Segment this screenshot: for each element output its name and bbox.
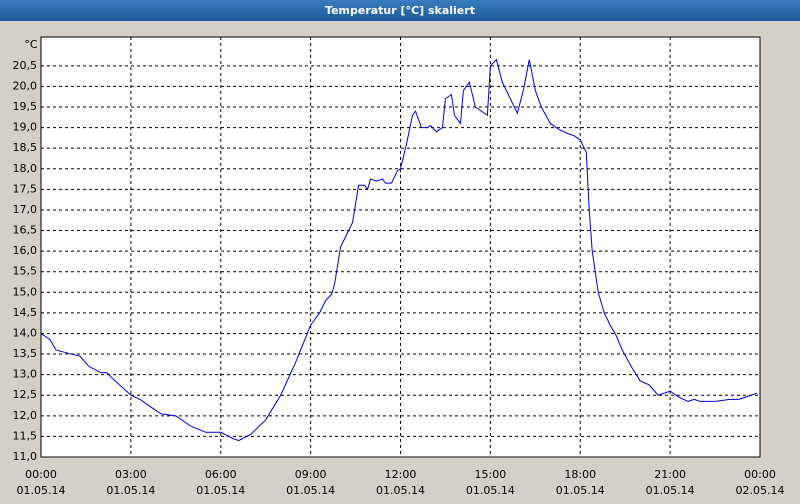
y-tick-label: 14,5 — [13, 306, 38, 319]
x-tick-label: 09:00 — [295, 468, 327, 481]
y-tick-label: 19,0 — [13, 121, 38, 134]
y-tick-label: 17,5 — [13, 182, 38, 195]
y-tick-label: 14,0 — [13, 326, 38, 339]
y-tick-label: 15,5 — [13, 265, 38, 278]
x-tick-date: 01.05.14 — [466, 484, 515, 497]
y-tick-label: 19,5 — [13, 100, 38, 113]
y-tick-label: 18,0 — [13, 162, 38, 175]
y-tick-label: 11,5 — [13, 429, 38, 442]
x-tick-date: 01.05.14 — [106, 484, 155, 497]
y-tick-label: 12,5 — [13, 388, 38, 401]
plot-frame — [40, 36, 761, 458]
y-tick-label: 16,0 — [13, 244, 38, 257]
y-tick-label: 18,5 — [13, 141, 38, 154]
x-tick-date: 01.05.14 — [376, 484, 425, 497]
y-tick-label: 15,0 — [13, 285, 38, 298]
x-tick-date: 01.05.14 — [286, 484, 335, 497]
y-tick-label: 11,0 — [13, 450, 38, 463]
x-tick-date: 02.05.14 — [736, 484, 785, 497]
x-tick-label: 00:00 — [25, 468, 57, 481]
y-unit: °C — [24, 38, 38, 51]
x-tick-label: 15:00 — [475, 468, 507, 481]
x-tick-label: 18:00 — [564, 468, 596, 481]
x-tick-label: 06:00 — [205, 468, 237, 481]
y-tick-label: 20,0 — [13, 79, 38, 92]
y-tick-label: 20,5 — [13, 59, 38, 72]
x-tick-label: 21:00 — [654, 468, 686, 481]
x-tick-date: 01.05.14 — [196, 484, 245, 497]
y-tick-label: 12,0 — [13, 409, 38, 422]
title-bar — [0, 0, 800, 21]
x-tick-date: 01.05.14 — [556, 484, 605, 497]
y-tick-label: 13,5 — [13, 347, 38, 360]
x-tick-label: 12:00 — [385, 468, 417, 481]
x-tick-label: 00:00 — [744, 468, 776, 481]
chart-title: Temperatur [°C] skaliert — [325, 4, 475, 17]
x-tick-date: 01.05.14 — [17, 484, 66, 497]
x-tick-label: 03:00 — [115, 468, 147, 481]
temperature-line — [40, 58, 758, 442]
y-tick-label: 13,0 — [13, 368, 38, 381]
x-tick-date: 01.05.14 — [646, 484, 695, 497]
y-tick-label: 17,0 — [13, 203, 38, 216]
y-tick-label: 16,5 — [13, 224, 38, 237]
